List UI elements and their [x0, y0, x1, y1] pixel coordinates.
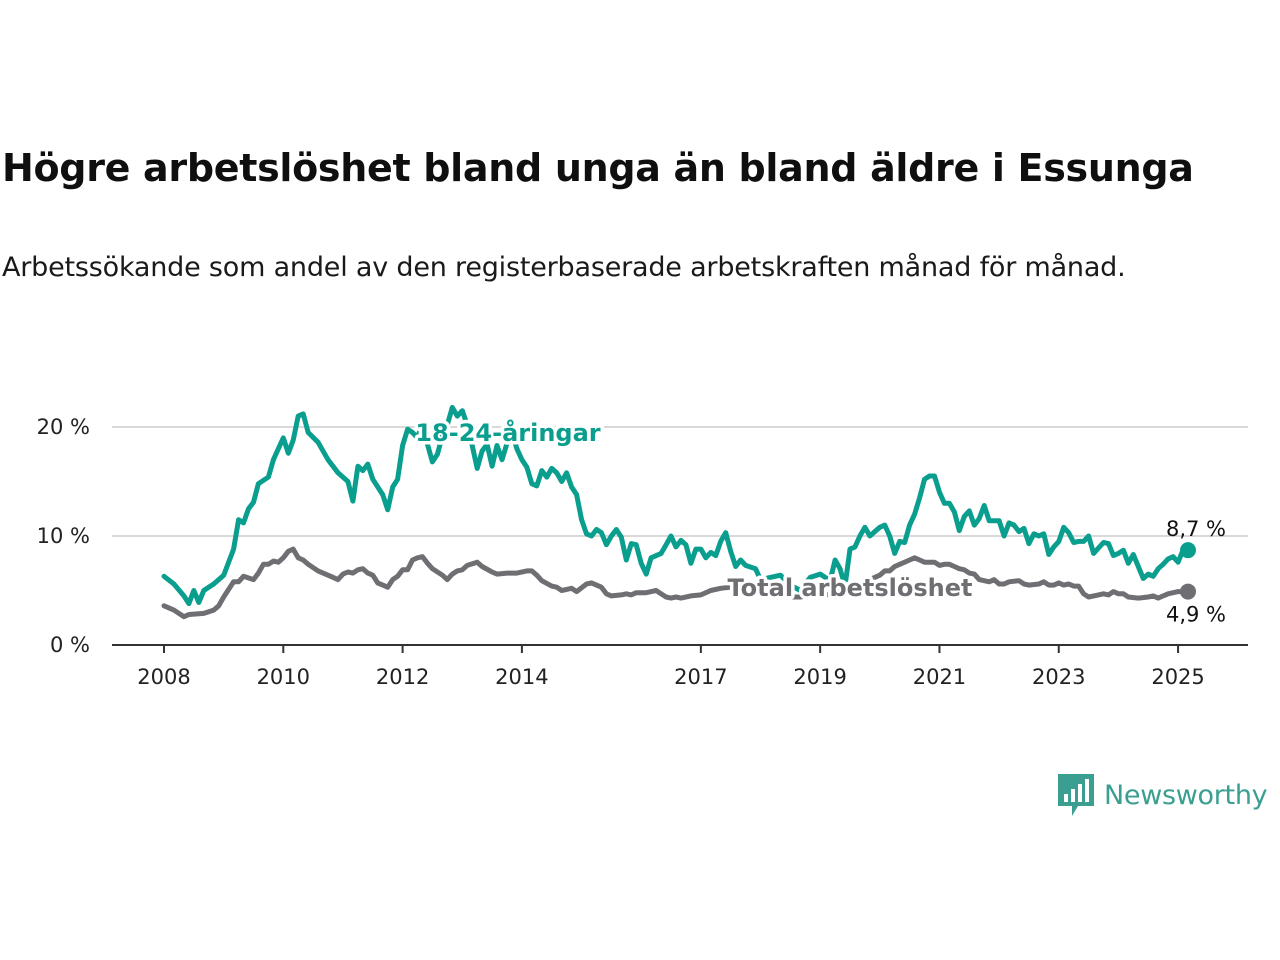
series-label: Total arbetslöshet: [727, 574, 972, 602]
series-end-point: [1180, 583, 1196, 600]
page-title: Högre arbetslöshet bland unga än bland ä…: [2, 146, 1194, 190]
chart-labels: 8,7 %4,9 %18-24-åringar18-24-åringarTota…: [412, 415, 1226, 627]
x-tick-label: 2008: [137, 665, 190, 689]
x-tick-label: 2010: [257, 665, 310, 689]
series-lines: [161, 404, 1196, 620]
line-chart: 0 % 10 % 20 % 2008 2010 2012 2014 2017 2019 2021 2…: [37, 404, 1248, 689]
series-line-0: [161, 404, 1191, 607]
series-end-label: 4,9 %: [1166, 603, 1226, 627]
x-tick-label: 2021: [913, 665, 966, 689]
y-tick-label: 10 %: [37, 524, 90, 548]
page-subtitle: Arbetssökande som andel av den registerb…: [2, 252, 1126, 283]
series-line-1: [161, 546, 1191, 620]
axes: 0 % 10 % 20 % 2008 2010 2012 2014 2017 2019 2021 2…: [37, 415, 1248, 689]
series-label-halo: Total arbetslöshet: [727, 574, 972, 602]
x-tick-label: 2014: [495, 665, 548, 689]
series-end-point: [1180, 542, 1196, 559]
brand-name: Newsworthy: [1104, 779, 1268, 811]
y-tick-label: 20 %: [37, 415, 90, 439]
series-label: 18-24-åringar: [415, 418, 600, 447]
series-end-label: 8,7 %: [1166, 517, 1226, 541]
x-tick-label: 2023: [1032, 665, 1085, 689]
bar-chart-speech-bubble-icon: [1058, 774, 1094, 816]
y-tick-label: 0 %: [50, 633, 90, 657]
x-tick-label: 2019: [793, 665, 846, 689]
x-tick-label: 2025: [1151, 665, 1204, 689]
x-tick-label: 2012: [376, 665, 429, 689]
x-tick-label: 2017: [674, 665, 727, 689]
series-label-halo: 18-24-åringar: [415, 418, 600, 447]
brand-logo: Newsworthy: [1058, 772, 1268, 818]
